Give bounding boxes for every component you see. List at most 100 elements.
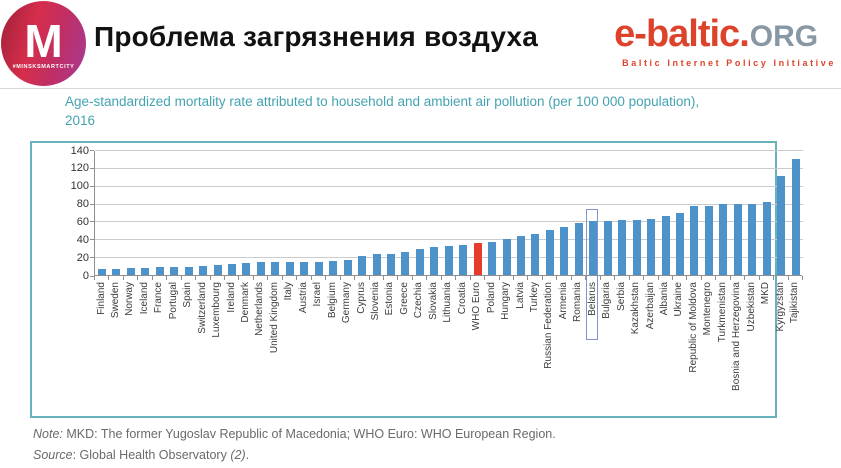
x-axis-tick <box>744 276 746 280</box>
bar <box>488 242 497 275</box>
bar <box>386 254 395 275</box>
bar <box>314 262 323 275</box>
x-tick-label: Serbia <box>615 282 627 311</box>
bar <box>141 268 150 275</box>
x-axis-tick <box>614 276 616 280</box>
x-tick-label: Turkmenistan <box>716 282 728 343</box>
x-tick-label: Estonia <box>384 282 396 316</box>
x-tick-label: United Kingdom <box>268 282 280 354</box>
x-tick-label: Portugal <box>167 282 179 320</box>
x-tick-label: Bulgaria <box>601 282 613 319</box>
x-tick-label: Denmark <box>239 282 251 323</box>
x-axis-tick <box>729 276 731 280</box>
x-tick-label: Spain <box>182 282 194 308</box>
x-tick-label: Kazakhstan <box>630 282 642 335</box>
x-axis-tick <box>368 276 370 280</box>
bar <box>256 262 265 275</box>
source-text: : Global Health Observatory <box>72 448 231 462</box>
x-tick-label: Turkey <box>528 282 540 313</box>
source-label: Source <box>33 448 73 462</box>
x-axis-tick <box>411 276 413 280</box>
bar <box>228 264 237 275</box>
brand-name: e-baltic <box>614 13 740 55</box>
x-tick-label: Norway <box>124 282 136 316</box>
bar <box>98 269 106 275</box>
y-axis-tick <box>90 203 94 205</box>
bar <box>199 266 208 275</box>
brand-tagline: Baltic Internet Policy Initiative <box>622 58 836 68</box>
bar <box>213 265 222 275</box>
x-axis-tick <box>166 276 168 280</box>
bar <box>401 252 410 275</box>
bar <box>271 262 280 275</box>
y-axis-tick <box>90 167 94 169</box>
bar <box>661 216 670 275</box>
bar <box>459 245 468 275</box>
x-tick-label: Bosnia and Herzegovina <box>731 282 743 391</box>
who-euro-bar <box>473 243 482 275</box>
x-tick-label: Austria <box>297 282 309 314</box>
x-tick-label: Hungary <box>500 282 512 320</box>
page-title: Проблема загрязнения воздуха <box>94 21 539 52</box>
y-tick-label: 60 <box>76 215 89 228</box>
x-tick-label: Montenegro <box>702 282 714 336</box>
x-tick-label: WHO Euro <box>471 282 483 331</box>
x-tick-label: Belgium <box>326 282 338 319</box>
x-tick-label: Albania <box>659 282 670 316</box>
source-line: Source: Global Health Observatory (2). <box>33 445 556 466</box>
x-axis-tick <box>527 276 529 280</box>
x-axis-tick <box>238 276 240 280</box>
x-axis-tick <box>628 276 630 280</box>
y-tick-label: 100 <box>70 180 89 193</box>
bar <box>704 206 713 275</box>
x-axis-ticks <box>94 276 803 280</box>
note-text: MKD: The former Yugoslav Republic of Mac… <box>62 427 556 441</box>
x-tick-label: Italy <box>283 282 295 301</box>
x-axis-tick <box>339 276 341 280</box>
x-tick-label: Latvia <box>514 282 526 309</box>
x-tick-label: Poland <box>485 282 497 314</box>
x-axis-tick <box>325 276 327 280</box>
x-axis-tick <box>137 276 139 280</box>
x-tick-label: Greece <box>398 282 410 315</box>
x-axis-tick <box>484 276 486 280</box>
x-tick-label: Tajikistan <box>789 282 801 324</box>
x-tick-label: Switzerland <box>196 282 208 334</box>
x-axis-tick <box>382 276 384 280</box>
logo-letter: M <box>24 15 63 67</box>
x-tick-label: Finland <box>95 282 107 315</box>
x-tick-label: Sweden <box>109 282 121 319</box>
plot-area: 0 20 40 60 80 100 120 140 <box>71 145 803 282</box>
x-axis-tick <box>700 276 702 280</box>
chart-panel: 0 20 40 60 80 100 120 140 Finland Sweden Norway Ic… <box>30 141 803 418</box>
x-axis-tick <box>296 276 298 280</box>
bar <box>574 223 583 275</box>
x-axis-tick <box>469 276 471 280</box>
bar <box>343 260 352 275</box>
x-axis-labels: Finland Sweden Norway Iceland France Portugal… <box>94 282 803 414</box>
bar <box>155 267 164 275</box>
x-axis-tick <box>94 276 95 280</box>
x-axis-tick <box>715 276 717 280</box>
bar <box>242 263 251 275</box>
x-tick-label: Slovakia <box>427 282 439 320</box>
x-axis-tick <box>252 276 254 280</box>
y-axis-tick <box>90 221 94 223</box>
bar <box>531 234 540 275</box>
x-tick-label: Cyprus <box>355 282 367 314</box>
bar <box>603 221 612 275</box>
x-tick-label: Slovenia <box>370 282 382 321</box>
footnotes: Note: MKD: The former Yugoslav Republic … <box>33 424 556 466</box>
bar <box>415 249 424 275</box>
source-ref: (2) <box>230 448 246 462</box>
bar <box>112 269 121 275</box>
x-tick-label: Azerbaijan <box>644 282 656 330</box>
bar <box>762 202 771 275</box>
x-tick-label: Russian Federation <box>543 282 555 369</box>
gridline <box>95 221 803 223</box>
bar <box>719 204 728 275</box>
x-axis-tick <box>541 276 543 280</box>
logo-tagline: #MINSKSMARTCITY <box>12 64 75 70</box>
y-tick-label: 20 <box>76 251 89 264</box>
y-tick-label: 40 <box>76 233 89 246</box>
